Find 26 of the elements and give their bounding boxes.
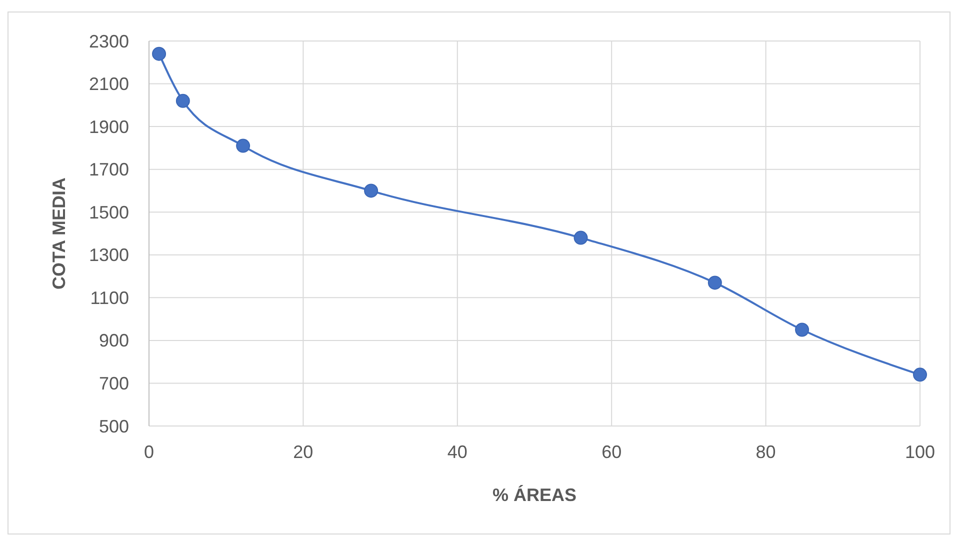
x-tick-label: 0 bbox=[144, 442, 154, 462]
point bbox=[364, 184, 378, 198]
point bbox=[708, 276, 722, 290]
point bbox=[913, 368, 927, 382]
y-tick-label: 700 bbox=[98, 374, 129, 394]
y-tick-label: 900 bbox=[98, 330, 129, 351]
point bbox=[574, 230, 588, 245]
x-tick-label: 80 bbox=[756, 442, 776, 462]
y-tick-label: 2300 bbox=[88, 31, 129, 52]
x-tick-label: 100 bbox=[904, 442, 936, 462]
x-axis-title: % ÁREAS bbox=[492, 485, 577, 505]
y-tick-label: 500 bbox=[98, 416, 129, 436]
point bbox=[152, 46, 166, 61]
y-tick-label: 1100 bbox=[90, 288, 129, 308]
x-tick-label: 60 bbox=[602, 442, 622, 462]
y-axis-title: COTA MEDIA bbox=[49, 178, 69, 290]
point bbox=[236, 138, 250, 153]
y-tick-label: 1900 bbox=[88, 116, 129, 137]
y-tick-label: 1300 bbox=[88, 245, 129, 266]
point bbox=[795, 322, 810, 337]
y-tick-label: 1700 bbox=[88, 160, 129, 180]
y-tick-label: 1500 bbox=[88, 202, 129, 222]
x-tick-label: 20 bbox=[293, 442, 314, 462]
y-tick-label: 2100 bbox=[88, 74, 129, 94]
point bbox=[176, 94, 190, 108]
x-tick-label: 40 bbox=[447, 442, 468, 462]
